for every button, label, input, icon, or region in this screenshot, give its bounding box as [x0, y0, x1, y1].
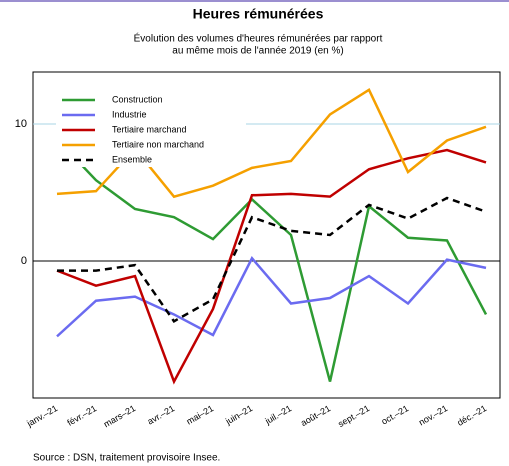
x-tick-label: mars–21 [102, 403, 137, 429]
x-tick-label: oct.–21 [380, 403, 411, 426]
y-tick-label: 0 [21, 255, 27, 267]
y-tick-label: 10 [15, 118, 27, 130]
series-line [56, 256, 487, 338]
x-tick-label: nov.–21 [417, 403, 449, 427]
legend-label: Tertiaire marchand [112, 124, 187, 134]
chart-subtitle: au même mois de l'année 2019 (en %) [172, 46, 343, 57]
chart-title: Heures rémunérées [193, 6, 324, 22]
x-tick-label: déc.–21 [455, 403, 488, 428]
legend-label: Ensemble [112, 154, 152, 164]
series-line [56, 138, 488, 382]
x-tick-label: sept.–21 [336, 403, 371, 429]
source: Source : DSN, traitement provisoire Inse… [33, 453, 220, 464]
legend-label: Industrie [112, 109, 147, 119]
legend-label: Tertiaire non marchand [112, 139, 204, 149]
legend-label: Construction [112, 94, 163, 104]
x-tick-label: févr.–21 [65, 403, 98, 428]
x-tick-label: juin–21 [223, 403, 254, 427]
x-tick-label: août–21 [299, 403, 332, 428]
chart-subtitle: Évolution des volumes d'heures rémunérée… [134, 32, 383, 45]
x-tick-label: janv.–21 [24, 403, 59, 429]
x-tick-label: avr.–21 [146, 403, 177, 426]
series-line [57, 196, 487, 323]
plot-frame [32, 71, 501, 399]
series-line [56, 148, 487, 385]
x-tick-label: juil.–21 [263, 403, 294, 426]
x-tick-label: mai–21 [185, 403, 216, 426]
